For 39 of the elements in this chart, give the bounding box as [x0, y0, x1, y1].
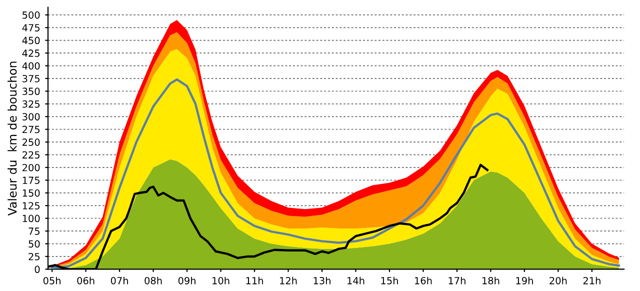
x-tick-label: 15h — [381, 276, 398, 284]
x-tick-label: 10h — [212, 276, 230, 284]
y-tick-label: 400 — [22, 62, 40, 70]
y-tick-label: 200 — [22, 164, 40, 172]
x-tick-label: 20h — [550, 276, 567, 284]
y-tick-label: 450 — [22, 36, 40, 44]
y-tick-label: 300 — [22, 113, 40, 120]
x-tick-label: 07h — [110, 276, 128, 284]
y-tick-label: 150 — [22, 189, 40, 197]
x-tick-label: 08h — [144, 276, 162, 284]
y-axis-title: Valeur du km de bouchon — [8, 62, 17, 216]
x-tick-label: 12h — [280, 276, 297, 284]
x-tick-label: 14h — [348, 276, 364, 284]
y-tick-label: 100 — [22, 214, 40, 222]
y-tick-label: 50 — [28, 240, 40, 248]
x-tick-label: 09h — [178, 276, 196, 284]
y-tick-label: 250 — [22, 138, 40, 146]
x-tick-label: 21h — [583, 276, 600, 284]
x-tick-label: 18h — [482, 276, 500, 284]
x-tick-label: 19h — [516, 276, 533, 284]
y-tick-label: 500 — [22, 11, 40, 19]
y-tick-label: 25 — [28, 252, 40, 260]
y-tick-label: 75 — [28, 228, 40, 235]
y-tick-label: 275 — [22, 126, 40, 134]
x-tick-label: 16h — [415, 276, 432, 284]
y-tick-label: 325 — [22, 100, 40, 108]
x-tick-label: 11h — [246, 276, 263, 284]
y-tick-label: 475 — [22, 24, 40, 32]
y-tick-label: 0 — [34, 266, 40, 274]
x-tick-label: 13h — [314, 276, 330, 284]
x-tick-label: 05h — [43, 276, 60, 284]
y-tick-label: 125 — [22, 202, 40, 210]
x-tick-label: 06h — [77, 276, 94, 284]
y-tick-label: 425 — [22, 50, 40, 57]
x-tick-label: 17h — [448, 276, 466, 284]
y-tick-label: 375 — [22, 74, 40, 82]
y-tick-label: 175 — [22, 176, 40, 184]
y-tick-label: 225 — [22, 151, 40, 159]
y-tick-label: 350 — [22, 88, 40, 96]
